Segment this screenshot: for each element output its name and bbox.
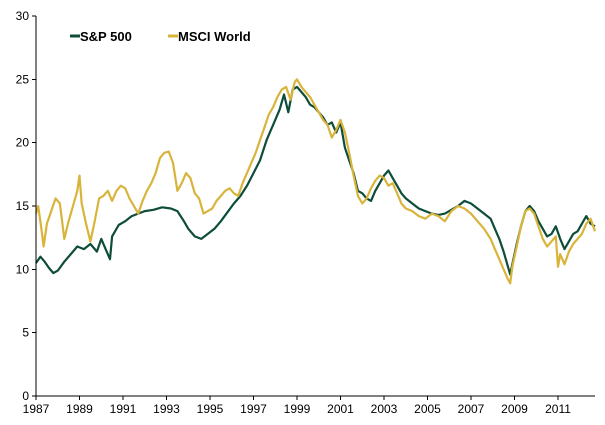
x-tick-label: 2001 <box>327 402 354 416</box>
x-tick-label: 2003 <box>371 402 398 416</box>
y-tick-label: 25 <box>16 72 30 86</box>
y-tick-label: 15 <box>16 199 30 213</box>
axes: 0 5 10 15 20 25 30 1987 1989 1991 1993 1995 1997 1999… <box>16 9 595 416</box>
legend-label-sp500: S&P 500 <box>80 29 132 44</box>
y-tick-label: 20 <box>16 136 30 150</box>
plot-area <box>34 78 597 285</box>
x-tick-label: 1987 <box>23 402 50 416</box>
x-tick-label: 1993 <box>153 402 180 416</box>
series-line-sp500 <box>35 85 596 276</box>
legend: S&P 500 MSCI World <box>70 29 251 44</box>
y-tick-label: 0 <box>22 389 29 403</box>
y-tick-label: 30 <box>16 9 30 23</box>
x-tick-label: 2007 <box>458 402 485 416</box>
y-tick-label: 10 <box>16 262 30 276</box>
series-line-msci-world <box>34 78 597 285</box>
x-tick-label: 1999 <box>284 402 311 416</box>
x-tick-label: 2005 <box>414 402 441 416</box>
x-tick-label: 2009 <box>501 402 528 416</box>
x-tick-label: 1997 <box>240 402 267 416</box>
x-tick-label: 1989 <box>66 402 93 416</box>
legend-label-msci-world: MSCI World <box>178 29 251 44</box>
y-tick-label: 5 <box>22 326 29 340</box>
x-tick-label: 2011 <box>545 402 571 416</box>
x-tick-label: 1991 <box>110 402 137 416</box>
x-tick-label: 1995 <box>197 402 224 416</box>
